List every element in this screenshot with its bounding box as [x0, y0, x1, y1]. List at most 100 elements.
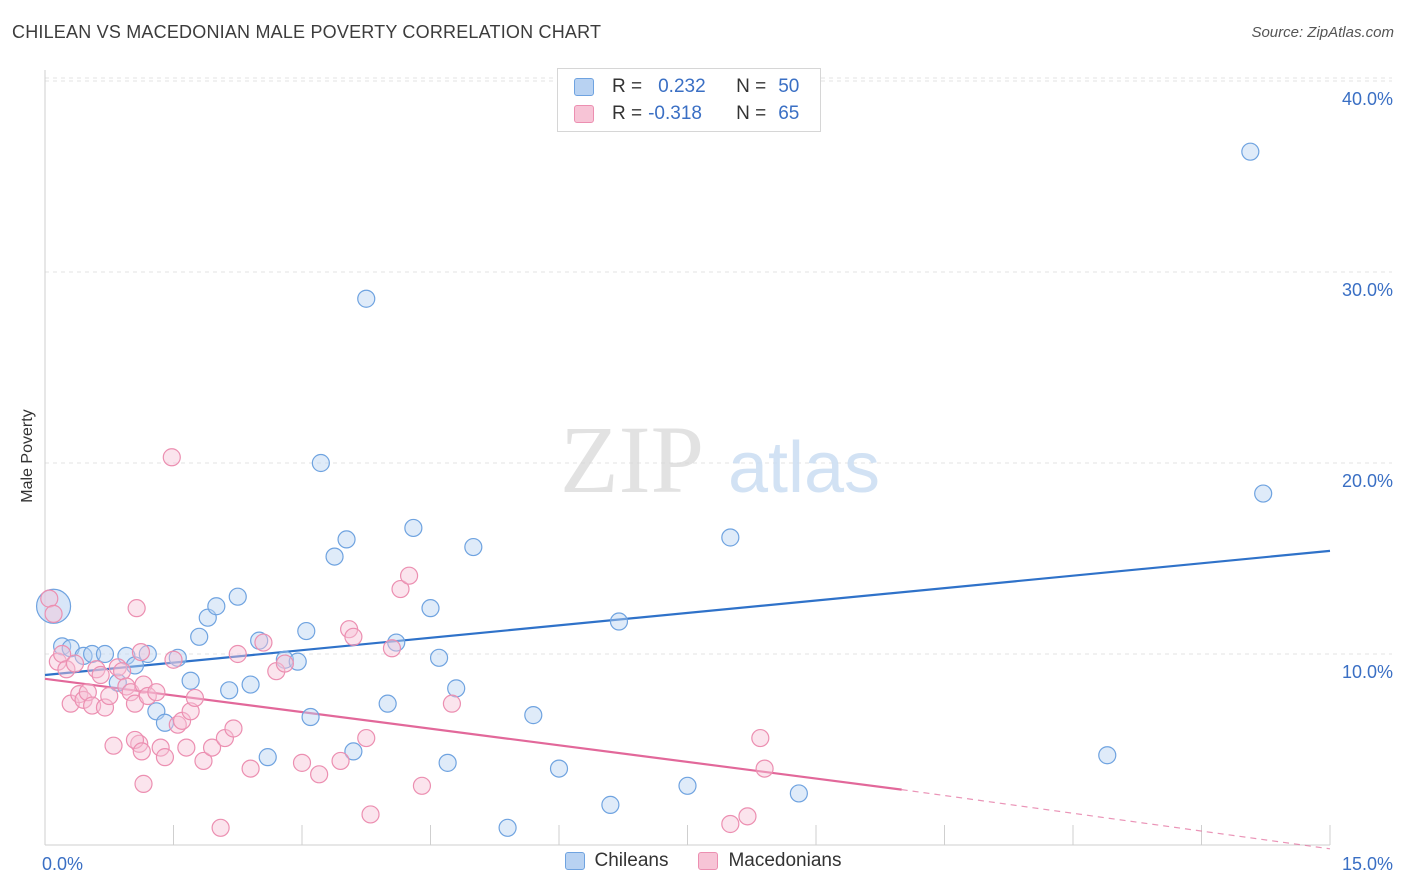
- point-macedonians: [65, 654, 85, 673]
- legend-item-chileans[interactable]: Chileans: [564, 850, 669, 872]
- r-label: R =: [612, 103, 643, 124]
- point-macedonians: [91, 665, 110, 685]
- point-chileans: [258, 748, 277, 767]
- legend-swatch-chileans: [564, 852, 585, 870]
- point-chileans: [301, 707, 320, 727]
- grid-lines: [45, 77, 1392, 655]
- point-chileans: [1241, 142, 1260, 161]
- point-macedonians: [254, 633, 273, 652]
- source-credit: Source: ZipAtlas.com: [1251, 24, 1394, 41]
- point-chileans: [311, 453, 330, 473]
- stats-box: R = 0.232 N = 50 R = -0.318 N = 65: [557, 68, 821, 132]
- legend: Chileans Macedonians: [0, 850, 1406, 872]
- point-chileans: [789, 784, 808, 803]
- y-tick-label: 30.0%: [1342, 280, 1393, 300]
- point-chileans: [609, 612, 629, 631]
- point-chileans: [181, 671, 200, 690]
- point-chileans: [524, 706, 543, 725]
- point-macedonians: [162, 448, 181, 467]
- point-chileans: [228, 587, 247, 606]
- r-value: 0.232: [658, 76, 706, 97]
- trend-line-macedonians: [44, 677, 902, 791]
- axes: [44, 70, 1331, 846]
- point-chileans: [678, 776, 697, 795]
- point-macedonians: [112, 662, 132, 681]
- point-macedonians: [127, 599, 146, 618]
- point-macedonians: [104, 736, 123, 755]
- r-value: -0.318: [648, 103, 702, 124]
- point-macedonians: [442, 694, 462, 713]
- trend-line-macedonians-extension: [901, 789, 1331, 850]
- y-tick-label: 20.0%: [1342, 471, 1393, 491]
- point-chileans: [601, 795, 620, 814]
- point-chileans: [297, 621, 316, 641]
- point-macedonians: [181, 702, 200, 721]
- point-macedonians: [211, 818, 230, 837]
- point-chileans: [190, 627, 209, 646]
- watermark-atlas: atlas: [728, 428, 880, 508]
- legend-item-macedonians[interactable]: Macedonians: [698, 850, 841, 872]
- y-tick-label: 40.0%: [1342, 89, 1393, 109]
- point-chileans: [378, 694, 397, 713]
- point-macedonians: [224, 719, 243, 738]
- point-macedonians: [131, 642, 151, 662]
- watermark-zip: ZIP: [560, 406, 704, 513]
- point-macedonians: [241, 759, 260, 778]
- point-macedonians: [132, 742, 151, 761]
- n-label: N =: [736, 76, 767, 97]
- point-chileans: [138, 644, 157, 664]
- point-chileans: [1098, 746, 1117, 765]
- point-chileans: [429, 648, 449, 667]
- legend-label-chileans: Chileans: [594, 850, 669, 871]
- point-macedonians: [134, 774, 153, 793]
- point-macedonians: [185, 688, 205, 708]
- point-macedonians: [155, 748, 175, 767]
- legend-swatch-macedonians: [698, 852, 719, 870]
- point-macedonians: [164, 650, 183, 669]
- point-macedonians: [721, 814, 740, 834]
- point-macedonians: [138, 686, 157, 706]
- point-chileans: [220, 681, 239, 700]
- y-tick-label: 10.0%: [1342, 662, 1393, 682]
- point-macedonians: [78, 683, 97, 702]
- point-chileans: [95, 644, 115, 664]
- point-macedonians: [412, 776, 432, 795]
- point-macedonians: [399, 566, 419, 585]
- point-macedonians: [202, 738, 222, 757]
- point-macedonians: [755, 759, 774, 778]
- tick-labels: 10.0% 20.0% 30.0% 40.0% 0.0% 15.0%: [42, 89, 1393, 874]
- point-macedonians: [751, 728, 770, 748]
- point-macedonians: [40, 589, 59, 608]
- point-macedonians: [310, 765, 329, 784]
- point-chileans: [421, 599, 440, 618]
- point-macedonians: [275, 654, 294, 673]
- point-chileans: [549, 759, 569, 778]
- data-points: [35, 142, 1273, 837]
- point-chileans: [464, 537, 483, 557]
- point-macedonians: [194, 751, 213, 771]
- n-value: 65: [778, 103, 800, 124]
- point-macedonians: [738, 807, 757, 826]
- point-chileans: [325, 547, 344, 566]
- point-macedonians: [382, 639, 402, 658]
- point-macedonians: [357, 728, 376, 748]
- point-chileans: [721, 528, 740, 547]
- point-macedonians: [177, 738, 196, 757]
- point-macedonians: [147, 683, 166, 702]
- point-chileans: [498, 818, 517, 837]
- stats-swatch-chileans: [574, 78, 594, 96]
- chart-title: CHILEAN VS MACEDONIAN MALE POVERTY CORRE…: [12, 22, 602, 42]
- point-chileans: [1254, 484, 1273, 503]
- point-macedonians: [100, 686, 119, 706]
- x-tick-label: 0.0%: [42, 854, 83, 874]
- point-chileans: [337, 530, 356, 549]
- point-chileans: [108, 673, 127, 692]
- trend-lines: [44, 549, 1331, 850]
- legend-label-macedonians: Macedonians: [728, 850, 842, 871]
- point-macedonians: [125, 730, 145, 750]
- stats-row-macedonians: R = -0.318 N = 65: [574, 102, 799, 126]
- point-chileans: [404, 518, 423, 538]
- stats-row-chileans: R = 0.232 N = 50: [574, 75, 799, 99]
- point-macedonians: [228, 644, 247, 664]
